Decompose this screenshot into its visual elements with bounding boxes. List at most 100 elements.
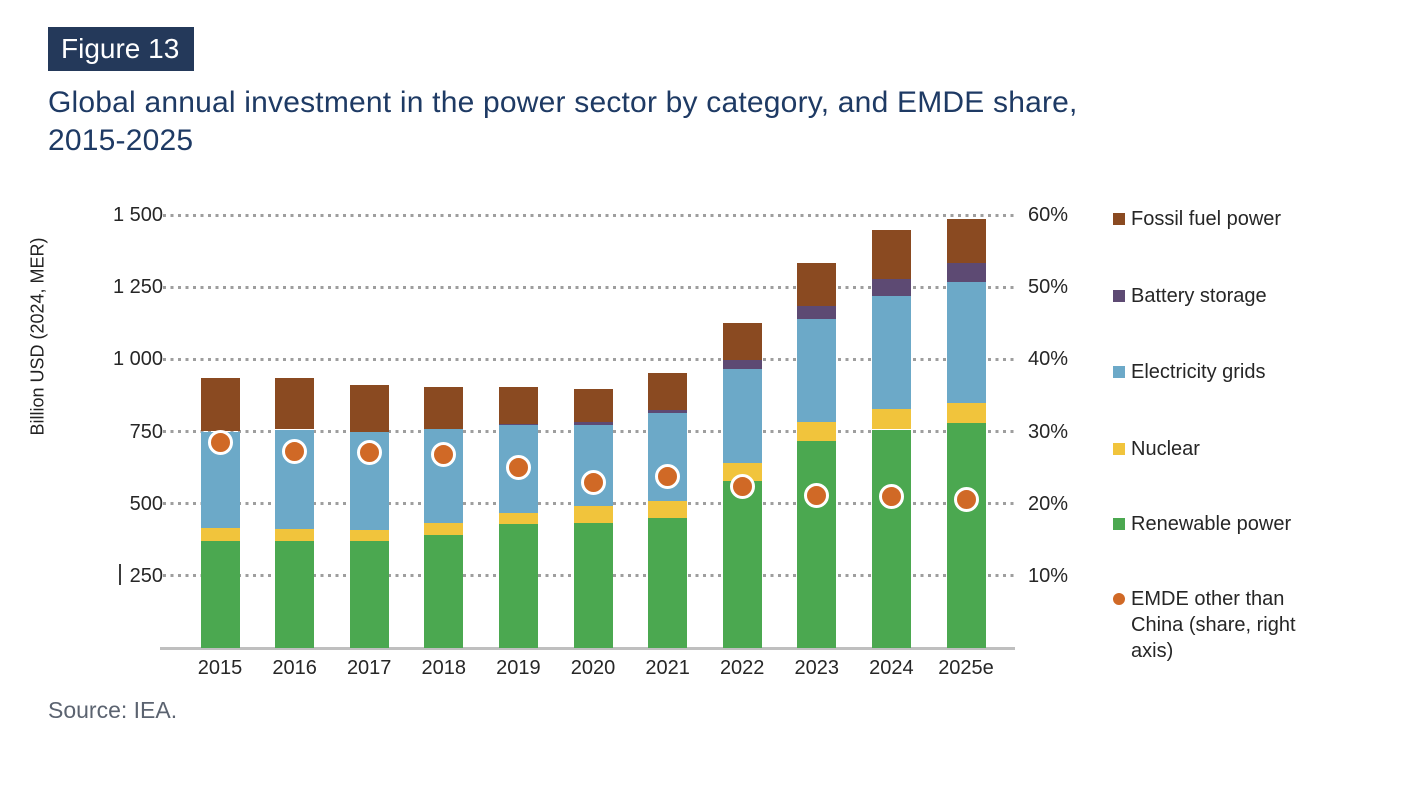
bar-segment-nuclear [424, 523, 464, 535]
x-tick-label: 2020 [570, 657, 616, 679]
bar-segment-nuclear [946, 402, 986, 424]
bar-segment-nuclear [871, 408, 911, 430]
legend-item-renewable-power: Renewable power [1113, 511, 1343, 537]
source-note: Source: IEA. [48, 697, 178, 723]
right-axis-tick-label: 30% [1028, 420, 1069, 443]
bar-segment-fossil-fuel-power [722, 323, 762, 361]
bar-segment-renewable-power [797, 441, 837, 648]
right-axis-tick-label: 40% [1028, 348, 1069, 371]
bar-segment-battery-storage [797, 306, 837, 319]
emde-share-dot [580, 469, 606, 495]
figure-title-line2: 2015-2025 [48, 124, 194, 157]
x-tick-label: 2016 [272, 657, 317, 679]
legend-item-electricity-grids: Electricity grids [1113, 359, 1343, 385]
bar-segment-nuclear [498, 512, 538, 524]
bar-segment-nuclear [275, 528, 315, 542]
bar-segment-battery-storage [722, 360, 762, 369]
bar-segment-fossil-fuel-power [424, 387, 464, 429]
legend-label: Fossil fuel power [1131, 208, 1282, 230]
legend-square-marker [1113, 213, 1125, 225]
bar-segment-battery-storage [573, 422, 613, 425]
left-axis-tick-label: 750 [129, 420, 163, 443]
left-axis-tick-label: 1 500 [112, 204, 163, 226]
legend-item-battery-storage: Battery storage [1113, 283, 1343, 309]
bar-segment-renewable-power [946, 423, 986, 648]
bar-segment-fossil-fuel-power [200, 378, 240, 432]
x-tick-label: 2017 [346, 657, 392, 679]
bar-segment-renewable-power [275, 541, 315, 648]
gridline [163, 213, 1015, 217]
x-tick-label: 2023 [794, 657, 840, 679]
bar-segment-renewable-power [722, 481, 762, 648]
bar-segment-nuclear [349, 529, 389, 541]
bar-segment-fossil-fuel-power [275, 378, 315, 430]
x-tick-label: 2018 [421, 657, 467, 679]
bar-segment-electricity-grids [797, 318, 837, 422]
legend-label: Nuclear [1131, 438, 1200, 460]
legend-item-nuclear: Nuclear [1113, 436, 1343, 462]
legend-label: EMDE other than China (share, right axis… [1131, 588, 1296, 662]
x-tick-label: 2021 [645, 657, 690, 679]
bar-segment-fossil-fuel-power [498, 387, 538, 424]
emde-share-dot [878, 483, 904, 509]
left-axis-tick-label: 1 000 [112, 348, 163, 371]
emde-share-dot [655, 463, 681, 489]
legend-label: Renewable power [1131, 513, 1292, 535]
gridline [163, 357, 1015, 361]
bar-segment-nuclear [797, 422, 837, 442]
bar-segment-fossil-fuel-power [946, 218, 986, 263]
bar-segment-nuclear [573, 505, 613, 523]
bar-segment-fossil-fuel-power [648, 372, 688, 410]
right-axis-tick-label: 60% [1028, 204, 1069, 226]
emde-share-dot [356, 439, 382, 465]
bar-segment-nuclear [200, 527, 240, 542]
emde-share-dot [282, 438, 308, 464]
left-axis-title: Billion USD (2024, MER) [27, 237, 48, 436]
legend-square-marker [1113, 290, 1125, 302]
emde-share-dot [953, 486, 979, 512]
bar-segment-renewable-power [424, 534, 464, 648]
bar-segment-battery-storage [498, 423, 538, 426]
right-axis-tick-label: 10% [1028, 564, 1069, 587]
gridline [163, 285, 1015, 289]
bar-segment-nuclear [648, 501, 688, 518]
x-tick-label: 2019 [496, 657, 541, 679]
left-axis-tick-label: 500 [129, 492, 163, 515]
legend-square-marker [1113, 518, 1125, 530]
bar-segment-fossil-fuel-power [349, 384, 389, 432]
legend-item-emde-other-than-china-share-right-axis: EMDE other than China (share, right axis… [1113, 586, 1343, 664]
bar-segment-fossil-fuel-power [871, 229, 911, 280]
bar-segment-renewable-power [349, 540, 389, 648]
bar-segment-electricity-grids [946, 282, 986, 403]
right-axis-tick-label: 20% [1028, 492, 1069, 515]
bar-segment-renewable-power [498, 523, 538, 648]
left-axis-tick-label: 1 250 [112, 276, 163, 299]
x-axis-line [160, 647, 1015, 650]
figure-title: Global annual investment in the power se… [48, 84, 1378, 160]
bar-segment-battery-storage [648, 409, 688, 414]
bar-segment-renewable-power [200, 541, 240, 648]
emde-share-dot [804, 482, 830, 508]
emde-share-dot [505, 455, 531, 481]
bar-segment-nuclear [722, 462, 762, 482]
bar-segment-battery-storage [946, 262, 986, 282]
legend-square-marker [1113, 443, 1125, 455]
legend-label: Electricity grids [1131, 361, 1266, 383]
bar-segment-electricity-grids [871, 296, 911, 409]
bar-segment-electricity-grids [722, 368, 762, 463]
bar-segment-renewable-power [573, 523, 613, 648]
right-axis-tick-label: 50% [1028, 276, 1069, 299]
bar-segment-renewable-power [871, 429, 911, 648]
x-tick-label: 2015 [197, 657, 243, 679]
bar-segment-fossil-fuel-power [573, 389, 613, 423]
x-tick-label: 2024 [869, 657, 914, 679]
bar-segment-battery-storage [871, 279, 911, 297]
figure-badge: Figure 13 [48, 27, 195, 71]
bar-segment-renewable-power [648, 517, 688, 648]
legend-circle-marker [1113, 593, 1125, 605]
emde-share-dot [207, 429, 233, 455]
emde-share-dot [729, 473, 755, 499]
bar-segment-fossil-fuel-power [797, 262, 837, 307]
left-axis-tick-mark [119, 564, 121, 585]
